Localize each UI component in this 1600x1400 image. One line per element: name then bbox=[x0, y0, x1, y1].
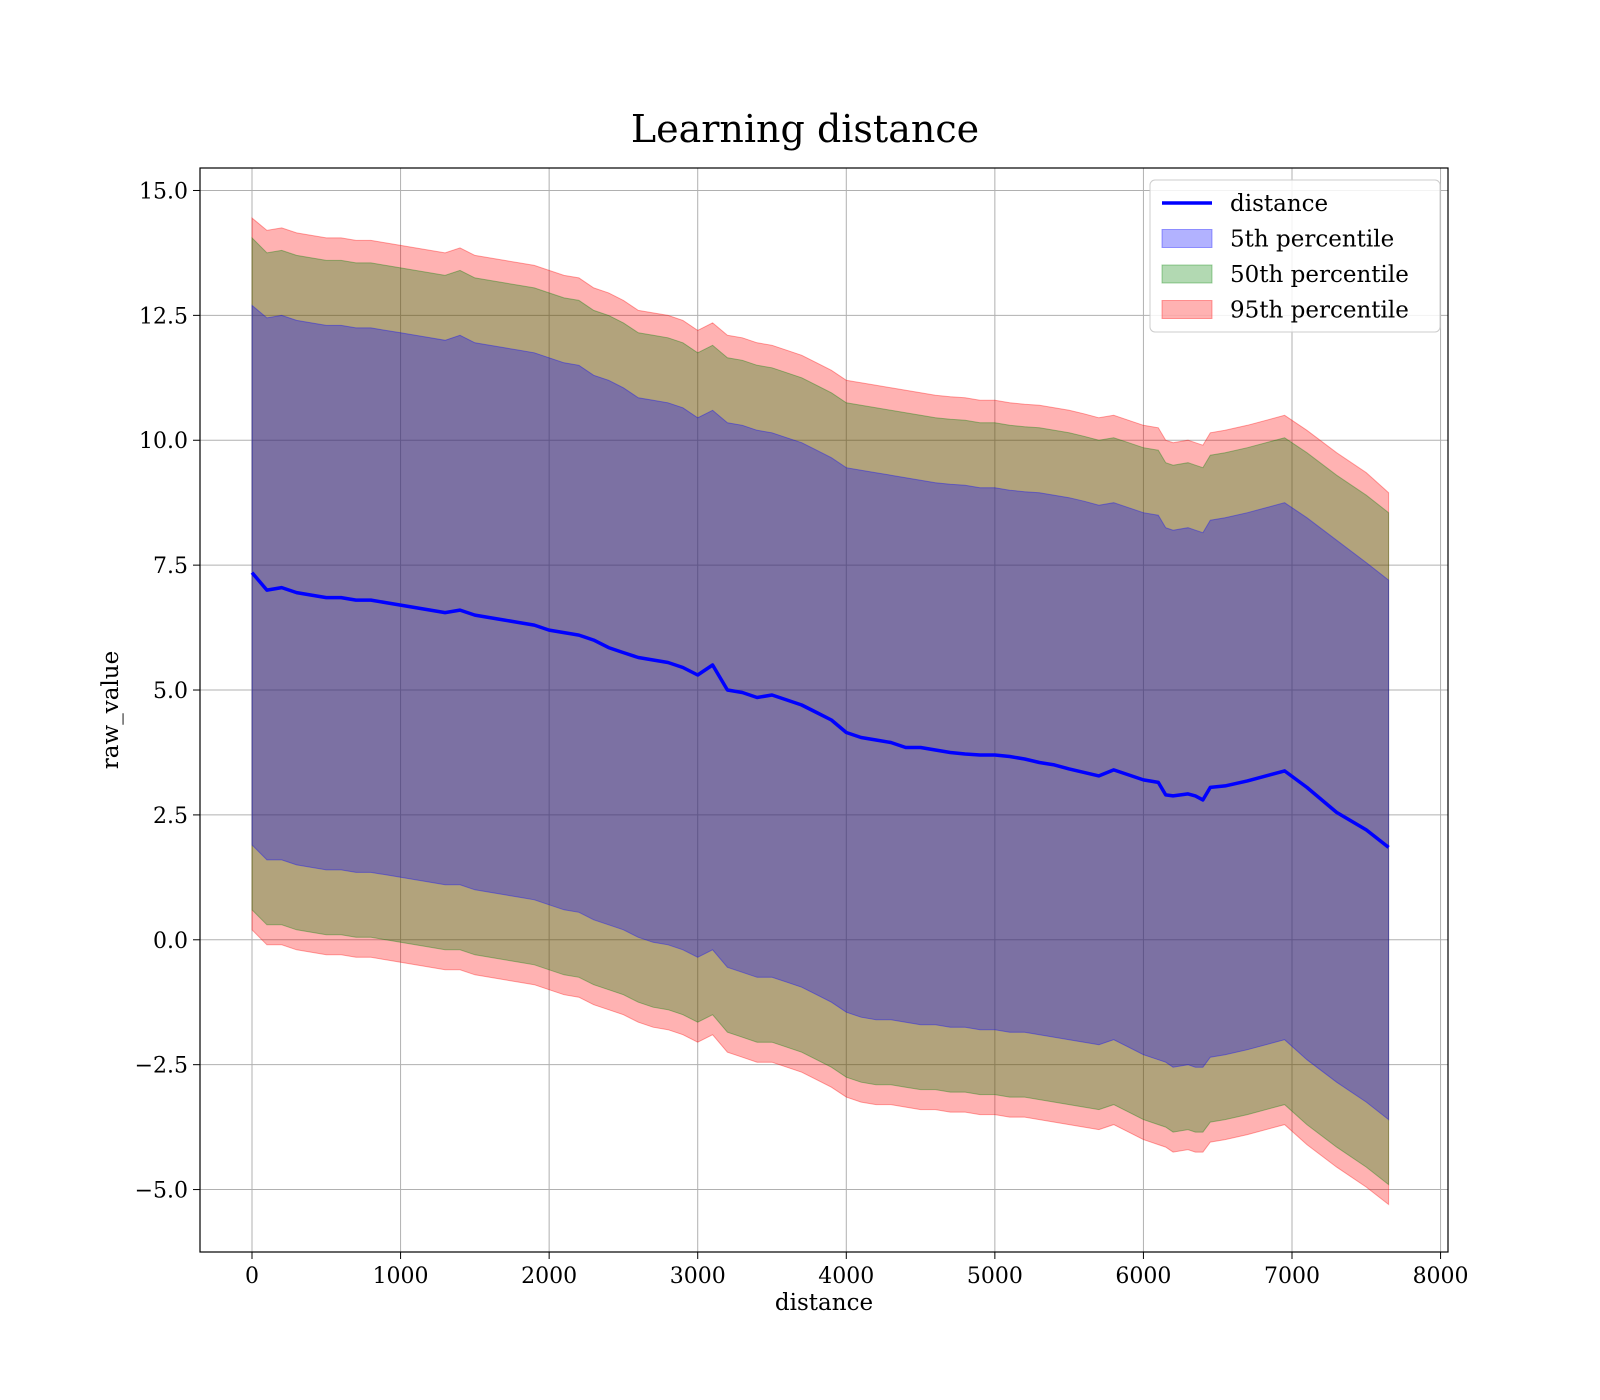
legend-box bbox=[1149, 179, 1441, 333]
x-tick-label: 0 bbox=[245, 1264, 259, 1289]
legend-label: 50th percentile bbox=[1230, 262, 1409, 288]
series-line-distance bbox=[250, 571, 1390, 849]
x-tick-label: 8000 bbox=[1413, 1264, 1469, 1289]
y-tick-label: 2.5 bbox=[153, 804, 188, 829]
y-tick-label: −5.0 bbox=[135, 1179, 188, 1204]
legend-swatch-band bbox=[1161, 264, 1213, 284]
y-tick-label: 5.0 bbox=[153, 679, 188, 704]
x-tick-label: 4000 bbox=[818, 1264, 874, 1289]
legend-swatch-band bbox=[1161, 229, 1213, 248]
y-axis-label: raw_value bbox=[98, 651, 124, 769]
axis-ticks: 0 1000 2000 3000 4000 5000 6000 7000 8000 −5.0 −2.… bbox=[135, 179, 1469, 1289]
legend-label: 5th percentile bbox=[1230, 227, 1394, 253]
plot-frame bbox=[199, 167, 1449, 1253]
y-tick-label: 7.5 bbox=[153, 554, 188, 579]
x-axis-label: distance bbox=[775, 1290, 873, 1316]
x-tick-label: 3000 bbox=[670, 1264, 726, 1289]
x-tick-label: 5000 bbox=[967, 1264, 1023, 1289]
y-tick-label: 0.0 bbox=[153, 929, 188, 954]
legend-label: distance bbox=[1230, 191, 1328, 217]
x-tick-label: 2000 bbox=[521, 1264, 577, 1289]
x-tick-label: 6000 bbox=[1115, 1264, 1171, 1289]
chart-title: Learning distance bbox=[631, 107, 979, 151]
y-tick-label: 12.5 bbox=[139, 304, 188, 329]
legend-swatch-band bbox=[1161, 300, 1213, 319]
series-lines bbox=[250, 571, 1390, 849]
legend: distance 5th percentile 50th percentile 95t… bbox=[1149, 179, 1441, 333]
x-tick-label: 1000 bbox=[373, 1264, 429, 1289]
y-tick-label: 10.0 bbox=[139, 429, 188, 454]
y-tick-label: −2.5 bbox=[135, 1054, 188, 1079]
band-95th-percentile bbox=[251, 216, 1390, 1206]
legend-label: 95th percentile bbox=[1230, 298, 1409, 324]
y-tick-label: 15.0 bbox=[139, 179, 188, 204]
grid bbox=[200, 168, 1448, 1252]
band-50th-percentile bbox=[251, 236, 1390, 1186]
x-tick-label: 7000 bbox=[1264, 1264, 1320, 1289]
